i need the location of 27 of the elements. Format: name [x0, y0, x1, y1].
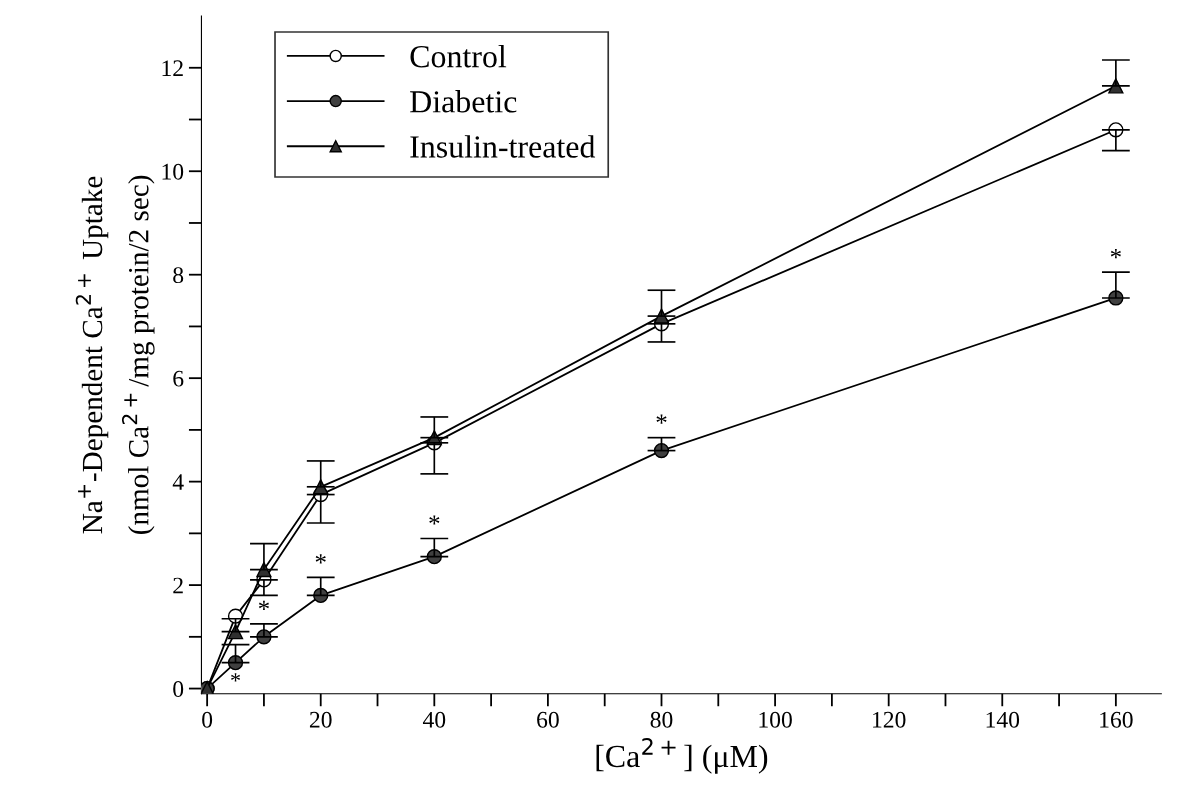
- annotation: *: [1110, 249, 1121, 259]
- legend-label: Diabetic: [410, 90, 517, 113]
- annotation: *: [429, 515, 440, 525]
- text: Na$^{+}$-Dependent Ca$^{2+}$ Uptake (nmol Ca$^{2+}$/mg protein/2 sec): [75, 175, 155, 534]
- y-tick-label: 10: [162, 163, 184, 180]
- x-axis-title: [Ca$^{2+}$] (μM): [596, 738, 768, 774]
- annotation: *: [315, 554, 326, 564]
- annotation: *: [258, 600, 269, 610]
- x-tick-label: 120: [873, 711, 906, 728]
- legend-label: Insulin-treated: [410, 135, 596, 158]
- x-tick-label: 80: [650, 711, 673, 728]
- y-tick-label: 6: [173, 370, 184, 387]
- y-tick-label: 12: [162, 60, 183, 76]
- x-tick-label: 20: [309, 711, 332, 728]
- legend-label: Control: [410, 44, 507, 68]
- x-tick-label: 60: [537, 711, 559, 728]
- y-tick-label: 0: [173, 681, 184, 697]
- x-tick-label: 100: [759, 711, 792, 728]
- y-tick-label: 4: [172, 474, 184, 490]
- x-tick-label: 0: [202, 711, 213, 728]
- x-tick-label: 160: [1100, 711, 1133, 728]
- y-tick-label: 2: [173, 577, 183, 594]
- annotation: *: [231, 673, 241, 682]
- annotation: *: [656, 414, 667, 424]
- y-tick-label: 8: [173, 267, 184, 284]
- x-tick-label: 140: [986, 711, 1020, 728]
- x-tick-label: 40: [422, 711, 446, 728]
